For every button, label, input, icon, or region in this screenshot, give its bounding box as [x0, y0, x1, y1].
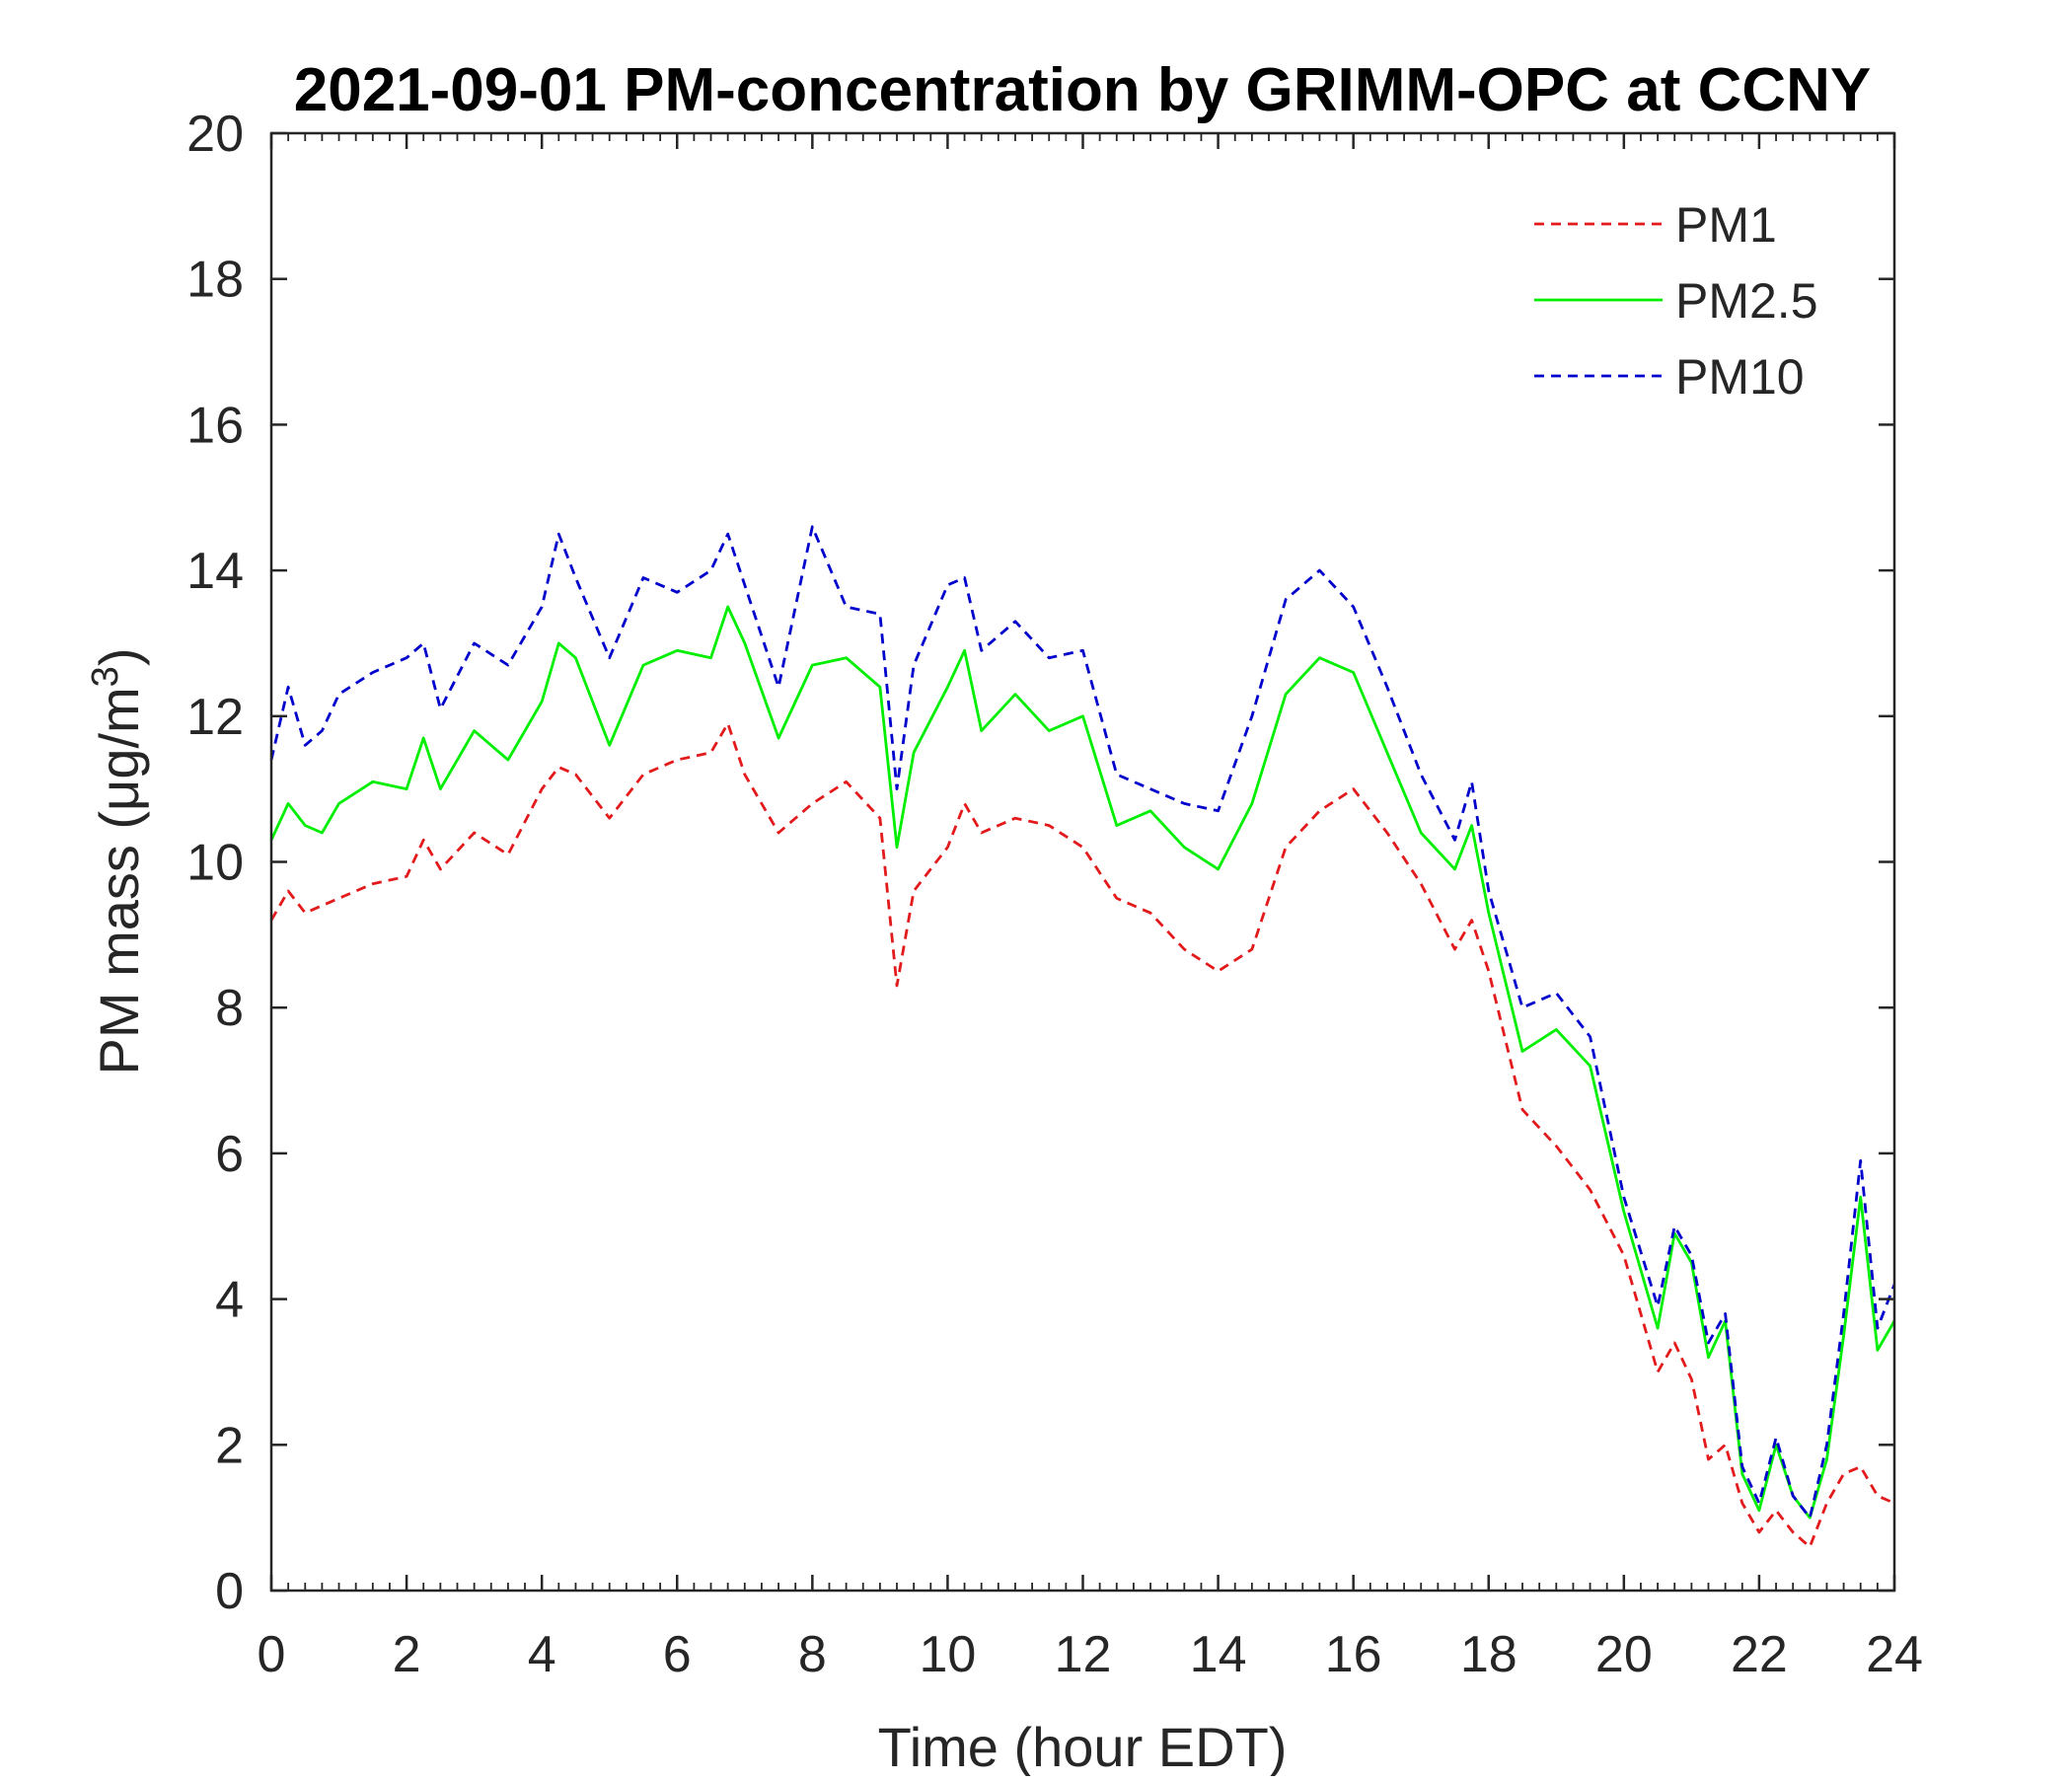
legend-label: PM1 [1675, 197, 1777, 253]
x-tick-label: 14 [1190, 1626, 1247, 1683]
y-tick-label: 2 [215, 1417, 244, 1474]
legend: PM1 PM2.5 PM10 [1534, 197, 1818, 405]
y-tick-label: 18 [186, 252, 244, 309]
y-tick-label: 0 [215, 1563, 244, 1620]
y-tick-label: 10 [186, 835, 244, 892]
x-tick-label: 4 [528, 1626, 556, 1683]
x-tick-label: 0 [258, 1626, 286, 1683]
plot-frame [269, 131, 1896, 1593]
series-line-pm1 [269, 721, 1895, 1549]
y-tick-label: 16 [186, 397, 244, 454]
y-tick-label: 12 [186, 689, 244, 746]
series-line-pm2-5 [269, 605, 1896, 1520]
y-tick-label: 8 [215, 980, 244, 1037]
x-tick-label: 24 [1866, 1626, 1923, 1683]
y-tick-label: 6 [215, 1126, 244, 1183]
y-tick-label: 4 [215, 1272, 244, 1329]
x-tick-label: 6 [663, 1626, 692, 1683]
x-tick-label: 10 [919, 1626, 976, 1683]
chart-title: 2021-09-01 PM-concentration by GRIMM-OPC… [294, 56, 1872, 124]
x-tick-label: 12 [1055, 1626, 1112, 1683]
x-tick-label: 22 [1731, 1626, 1788, 1683]
legend-label: PM2.5 [1675, 273, 1818, 329]
y-axis-title: PM mass (μg/m3) [85, 648, 150, 1076]
series-line-pm10 [269, 525, 1896, 1520]
legend-label: PM10 [1675, 349, 1805, 405]
x-tick-label: 16 [1325, 1626, 1382, 1683]
x-tick-label: 2 [393, 1626, 421, 1683]
y-tick-label: 14 [186, 543, 244, 600]
y-tick-label: 20 [186, 106, 244, 163]
x-tick-label: 18 [1460, 1626, 1517, 1683]
plot-area [271, 133, 1894, 1591]
x-tick-label: 20 [1595, 1626, 1653, 1683]
x-axis-title: Time (hour EDT) [878, 1716, 1288, 1776]
series-layer [269, 525, 1896, 1549]
x-tick-label: 8 [798, 1626, 827, 1683]
